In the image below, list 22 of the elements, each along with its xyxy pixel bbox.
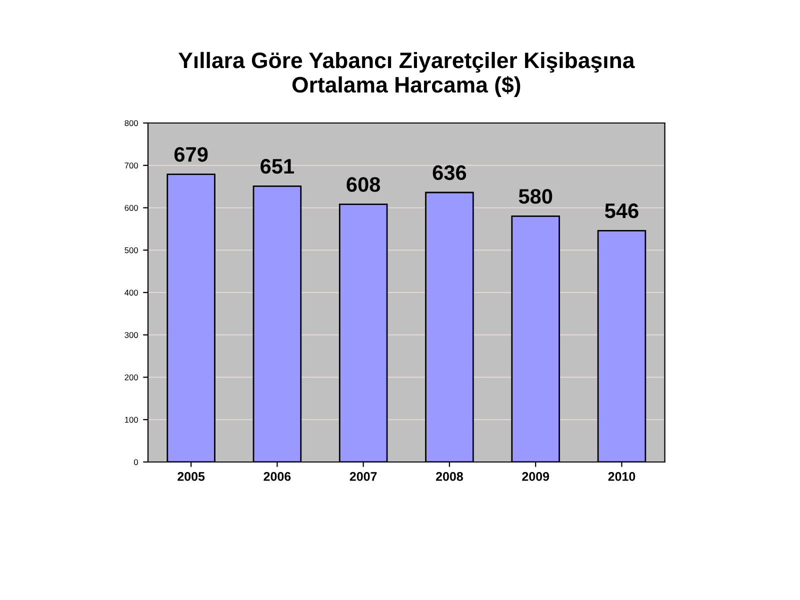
y-tick-label: 800 [124,120,138,126]
y-tick-label: 300 [124,332,138,338]
x-tick-label: 2008 [436,472,463,481]
x-tick-label: 2006 [264,472,291,481]
chart-title: Yıllara Göre Yabancı Ziyaretçiler Kişibaşına Ortalama Harcama ($) [178,52,635,98]
data-label: 651 [260,158,294,174]
y-tick-label: 500 [124,247,138,254]
data-label: 679 [174,147,208,162]
y-tick-label: 200 [124,374,138,380]
x-tick-label: 2005 [178,472,205,481]
data-label: 636 [432,165,466,180]
data-label: 608 [346,177,380,192]
data-label: 546 [604,203,638,218]
x-tick-label: 2009 [522,472,550,481]
y-tick-label: 100 [125,416,138,423]
x-tick-label: 2010 [608,472,636,481]
y-tick-label: 700 [124,162,138,168]
y-tick-label: 400 [124,290,138,296]
data-label: 580 [518,189,552,204]
y-tick-label: 0 [134,459,138,466]
x-tick-label: 2007 [350,472,377,481]
y-tick-label: 600 [124,204,138,211]
